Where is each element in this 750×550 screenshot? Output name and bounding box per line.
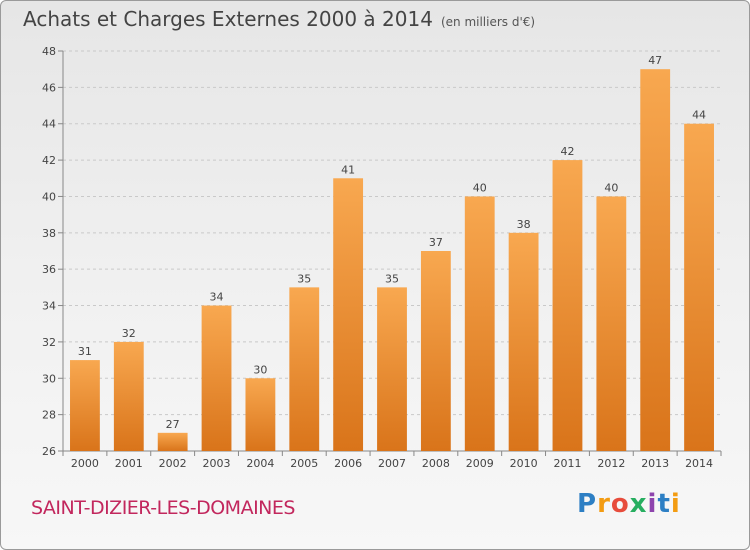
bar-value-label: 47 xyxy=(648,54,662,67)
y-tick-label: 30 xyxy=(42,372,56,385)
bar-value-label: 30 xyxy=(253,363,267,376)
chart-subtitle: (en milliers d'€) xyxy=(440,15,536,29)
x-tick-label: 2002 xyxy=(159,457,187,470)
bar xyxy=(157,432,188,451)
y-tick-label: 36 xyxy=(42,263,56,276)
bar-value-label: 32 xyxy=(122,327,136,340)
bar xyxy=(289,287,320,451)
bar-value-label: 27 xyxy=(166,418,180,431)
bar xyxy=(377,287,407,451)
bar xyxy=(552,160,583,451)
x-tick-label: 2010 xyxy=(510,457,538,470)
x-tick-label: 2009 xyxy=(466,457,494,470)
x-tick-label: 2003 xyxy=(203,457,231,470)
axes: 26 28 30 32 34 36 38 40 42 44 46 48 2000 2001 2002 2003… xyxy=(42,45,722,470)
bar-value-label: 31 xyxy=(78,345,92,358)
x-tick-label: 2012 xyxy=(597,457,625,470)
bars xyxy=(70,69,714,452)
logo-letter: o xyxy=(610,489,630,519)
logo-letter: t xyxy=(657,489,671,519)
bar-value-label: 40 xyxy=(473,181,487,194)
y-tick-label: 38 xyxy=(42,227,56,240)
y-tick-label: 34 xyxy=(42,300,56,313)
bar-value-label: 35 xyxy=(297,272,311,285)
labels: 31 32 27 34 30 35 41 35 37 40 38 42 40 47 44 xyxy=(78,54,706,431)
y-tick-label: 40 xyxy=(42,190,56,203)
x-tick-label: 2000 xyxy=(71,457,99,470)
y-tick-label: 46 xyxy=(42,81,56,94)
logo-letter: i xyxy=(647,489,658,519)
x-tick-label: 2014 xyxy=(685,457,713,470)
bar xyxy=(333,178,364,452)
logo-letter: x xyxy=(629,489,648,519)
x-tick-label: 2011 xyxy=(553,457,581,470)
bar xyxy=(245,378,276,451)
bar xyxy=(508,232,539,451)
bar xyxy=(684,123,714,452)
x-tick-label: 2013 xyxy=(641,457,669,470)
chart-title-block: Achats et Charges Externes 2000 à 2014 (e… xyxy=(23,7,535,31)
x-tick-label: 2001 xyxy=(115,457,143,470)
x-tick-label: 2005 xyxy=(290,457,318,470)
bar-value-label: 38 xyxy=(517,218,531,231)
y-tick-label: 42 xyxy=(42,154,56,167)
y-tick-label: 48 xyxy=(42,45,56,58)
bar xyxy=(113,341,144,451)
bar-value-label: 42 xyxy=(560,145,574,158)
bar xyxy=(70,360,100,451)
bar xyxy=(420,251,451,451)
y-tick-label: 26 xyxy=(42,445,56,458)
y-tick-label: 28 xyxy=(42,409,56,422)
chart-title: Achats et Charges Externes 2000 à 2014 xyxy=(23,7,433,31)
bar-value-label: 44 xyxy=(692,109,706,122)
bar xyxy=(640,69,671,451)
x-tick-label: 2007 xyxy=(378,457,406,470)
bar-value-label: 41 xyxy=(341,163,355,176)
y-tick-label: 32 xyxy=(42,336,56,349)
y-tick-label: 44 xyxy=(42,118,56,131)
logo-letter: P xyxy=(577,489,598,519)
x-tick-label: 2006 xyxy=(334,457,362,470)
x-tick-label: 2004 xyxy=(246,457,274,470)
place-name: SAINT-DIZIER-LES-DOMAINES xyxy=(31,497,295,519)
bar-value-label: 40 xyxy=(604,181,618,194)
logo-letter: r xyxy=(597,489,611,519)
x-tick-label: 2008 xyxy=(422,457,450,470)
proxiti-logo: Proxiti xyxy=(577,489,681,519)
logo-letter: i xyxy=(670,489,681,519)
bar-value-label: 34 xyxy=(210,291,224,304)
bar xyxy=(464,196,495,451)
bar-value-label: 37 xyxy=(429,236,443,249)
bar-value-label: 35 xyxy=(385,272,399,285)
bar xyxy=(596,196,627,451)
bar xyxy=(201,305,232,451)
